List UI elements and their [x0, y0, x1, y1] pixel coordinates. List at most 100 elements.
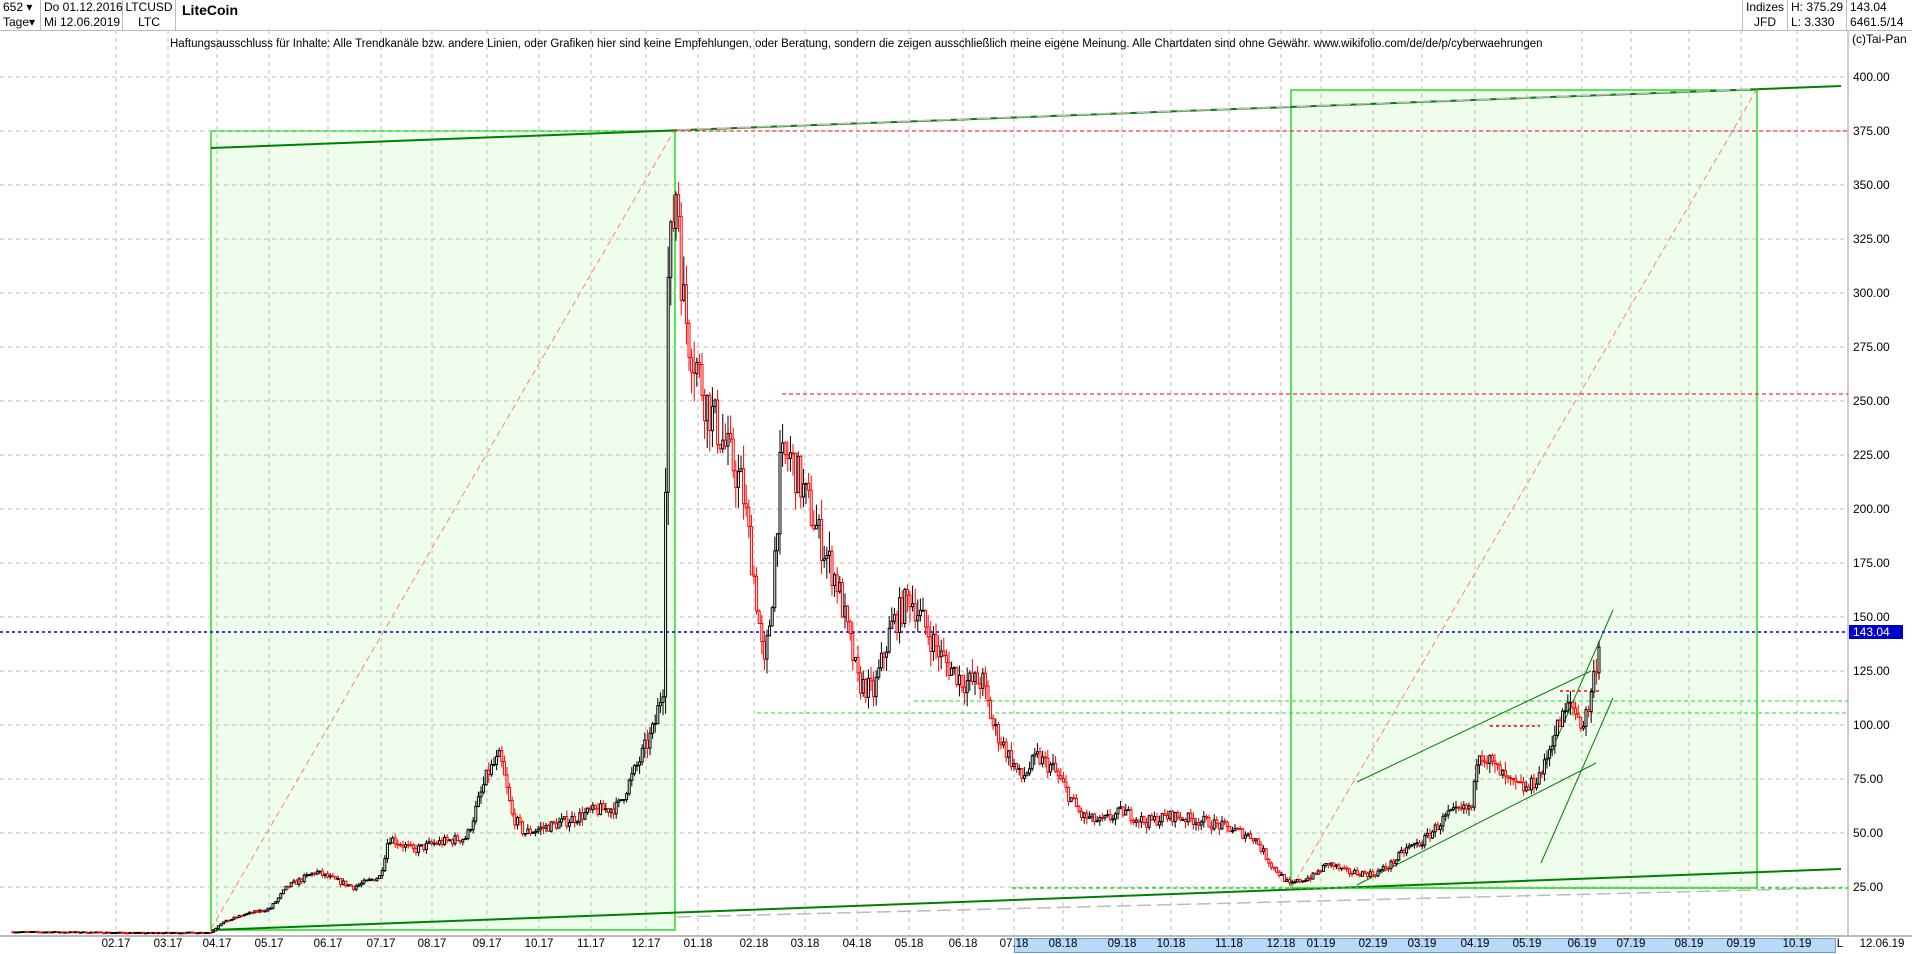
candle-body: [1017, 767, 1021, 770]
candle-body: [354, 885, 358, 890]
x-tick-label: 07.17: [366, 938, 396, 950]
candle-body: [461, 838, 465, 843]
candle-body: [770, 607, 774, 627]
candle-body: [76, 931, 80, 934]
candle-body: [721, 439, 725, 450]
candle-body: [1002, 741, 1006, 746]
candle-body: [911, 603, 915, 608]
candle-body: [957, 674, 961, 686]
candle-body: [578, 812, 582, 823]
candle-body: [167, 931, 171, 934]
candle-body: [664, 491, 668, 698]
candle-body: [292, 880, 296, 884]
candle-body: [242, 914, 246, 917]
candle-body: [133, 932, 137, 935]
candle-body: [1254, 838, 1258, 842]
count-select[interactable]: 652 ▾: [0, 0, 40, 15]
candle-body: [1558, 719, 1562, 727]
date-to[interactable]: Mi 12.06.2019: [44, 15, 121, 29]
chart-title: LiteCoin: [182, 2, 238, 18]
candle-body: [1082, 812, 1086, 818]
low-value: L: 3.330: [1791, 15, 1835, 29]
candle-body: [612, 808, 616, 815]
candle-body: [216, 925, 220, 929]
candle-body: [929, 636, 933, 653]
candle-body: [1384, 866, 1388, 869]
candle-body: [245, 913, 249, 916]
candle-body: [791, 452, 795, 455]
candle-body: [196, 932, 200, 935]
candle-body: [1295, 879, 1299, 883]
candle-body: [921, 609, 925, 612]
candle-body: [1418, 842, 1422, 847]
candle-body: [50, 931, 54, 934]
candle-body: [1579, 716, 1583, 729]
candle-body: [32, 930, 36, 933]
end-date-label: 12.06.19: [1859, 938, 1905, 950]
candle-body: [742, 468, 746, 505]
candle-body: [1589, 691, 1593, 713]
candle-body: [1376, 870, 1380, 877]
x-tick-label: 03.18: [790, 938, 820, 950]
candle-body: [1199, 821, 1203, 826]
candle-body: [1223, 820, 1227, 823]
candle-body: [333, 876, 337, 880]
candle-body: [677, 194, 681, 218]
candle-body: [726, 433, 730, 447]
candle-body: [882, 652, 886, 658]
candle-body: [692, 371, 696, 375]
x-tick-label: 11.18: [1215, 938, 1243, 950]
candle-body: [1249, 833, 1253, 840]
candle-body: [151, 932, 155, 935]
date-range-cell[interactable]: Do 01.12.2016 Mi 12.06.2019: [41, 0, 123, 30]
period-select[interactable]: Tage▾: [0, 15, 40, 30]
candle-body: [359, 882, 363, 886]
candle-body: [458, 840, 462, 843]
candle-body: [661, 696, 665, 703]
lower-trendline: [210, 868, 1842, 931]
candle-body: [856, 656, 860, 674]
candle-body: [1584, 709, 1588, 727]
x-tick-label: 10.18: [1156, 938, 1186, 950]
candle-body: [37, 931, 41, 934]
candle-body: [879, 652, 883, 669]
candle-body: [861, 678, 865, 694]
candle-body: [313, 872, 317, 875]
candle-body: [1472, 780, 1476, 808]
scale-toggle[interactable]: L: [1836, 938, 1844, 950]
candle-body: [1535, 783, 1539, 789]
candle-body: [164, 931, 168, 934]
candle-body: [1215, 819, 1219, 824]
candle-body: [617, 799, 621, 803]
candle-body: [853, 656, 857, 661]
candle-body: [937, 645, 941, 658]
x-tick-label: 01.19: [1306, 938, 1336, 950]
candle-body: [596, 808, 600, 815]
channel-upper-line: [1356, 670, 1592, 783]
candle-body: [92, 931, 96, 934]
disclaimer-text: Haftungsausschluss für Inhalte: Alle Tre…: [170, 38, 1543, 50]
candle-body: [755, 575, 759, 612]
candle-body: [105, 931, 109, 934]
symbol-short: LTC: [138, 15, 160, 29]
candle-body: [812, 524, 816, 530]
candle-body: [814, 524, 818, 530]
candle-body: [437, 840, 441, 845]
x-tick-label: 06.18: [948, 938, 978, 950]
candle-body: [822, 558, 826, 562]
copyright-text: (c)Tai-Pan: [1852, 32, 1907, 46]
candle-body: [869, 677, 873, 682]
candle-body: [994, 723, 998, 727]
candle-body: [1020, 767, 1024, 779]
projection-box: [210, 130, 676, 931]
candle-body: [21, 930, 25, 933]
date-from[interactable]: Do 01.12.2016: [44, 0, 123, 14]
candle-body: [1462, 804, 1466, 810]
candle-body: [970, 672, 974, 682]
candle-body: [1511, 777, 1515, 780]
candle-body: [1423, 835, 1427, 846]
candle-body: [903, 588, 907, 624]
candle-body: [1394, 859, 1398, 865]
candle-body: [1581, 725, 1585, 729]
